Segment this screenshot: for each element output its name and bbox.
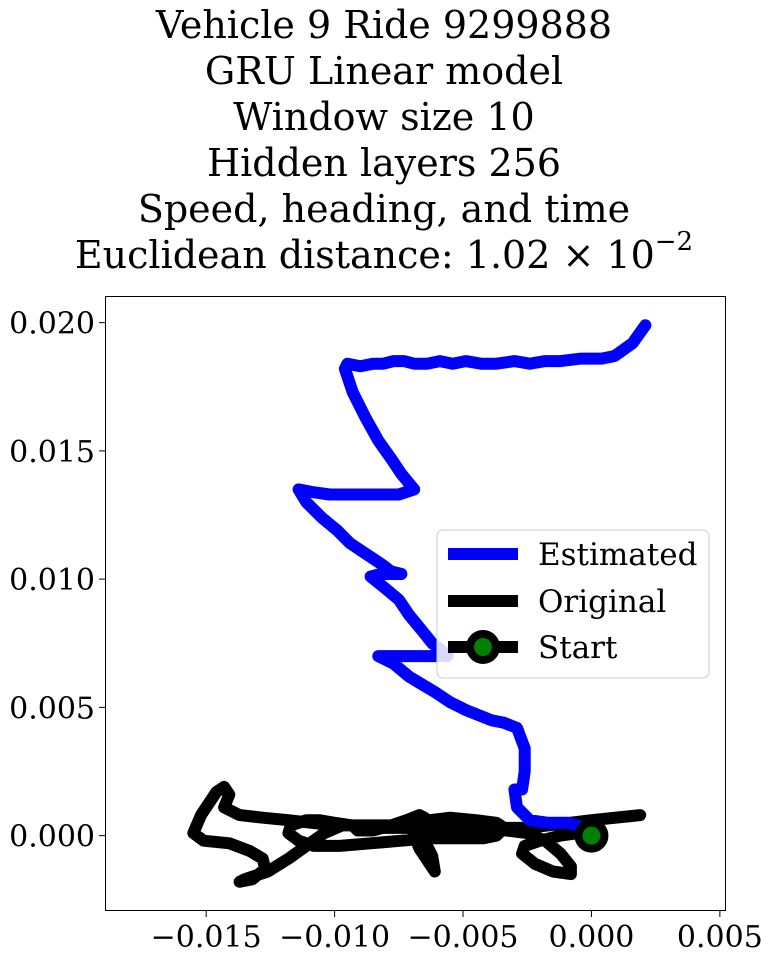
plot-frame [105, 296, 726, 911]
distance-mantissa: 1.02 [465, 233, 551, 277]
title-line: Hidden layers 256 [206, 141, 562, 185]
x-tick-label: −0.005 [408, 920, 519, 955]
title-line: Vehicle 9 Ride 9299888 [155, 3, 613, 47]
x-tick-label: −0.010 [279, 920, 390, 955]
legend: Estimated Original Start [436, 529, 710, 679]
start-marker [574, 818, 609, 853]
legend-label-original: Original [538, 584, 666, 620]
legend-start-marker [466, 630, 500, 664]
euclidean-distance-line: Euclidean distance: 1.02 × 10−2 [0, 229, 768, 278]
x-tick-label: 0.005 [677, 920, 763, 955]
chart-title: Vehicle 9 Ride 9299888 GRU Linear model … [0, 2, 768, 278]
y-tick-label: 0.010 [9, 563, 95, 598]
distance-label: Euclidean distance: [74, 233, 466, 277]
title-line: Speed, heading, and time [137, 187, 631, 231]
distance-exponent: −2 [654, 227, 694, 258]
y-tick-label: 0.015 [9, 435, 95, 470]
y-tick-label: 0.005 [9, 691, 95, 726]
x-tick-label: 0.000 [548, 920, 634, 955]
legend-label-start: Start [538, 630, 618, 666]
distance-times: × 10 [550, 233, 655, 277]
legend-label-estimated: Estimated [538, 537, 697, 573]
series-line-estimated [292, 319, 652, 842]
y-tick-label: 0.020 [9, 307, 95, 342]
title-line: GRU Linear model [204, 49, 564, 93]
x-tick-label: −0.015 [151, 920, 262, 955]
series-line-original [187, 780, 647, 888]
y-tick-label: 0.000 [9, 820, 95, 855]
title-line: Window size 10 [233, 95, 535, 139]
